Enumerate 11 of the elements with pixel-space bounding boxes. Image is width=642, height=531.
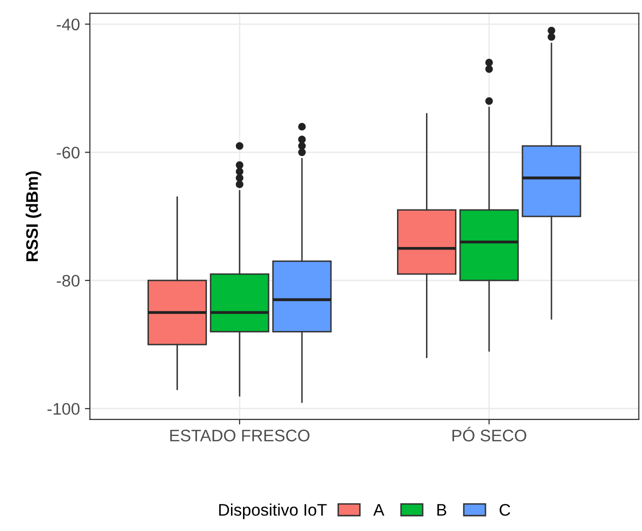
y-tick-label: -40 (56, 18, 80, 30)
y-tick-label: -100 (48, 403, 80, 415)
y-tick-label: -60 (56, 146, 80, 159)
legend-label: C (500, 504, 510, 516)
y-tick-label: -80 (56, 274, 80, 287)
legend-label: B (437, 504, 446, 516)
x-tick-label: PÓ SECO (452, 426, 526, 442)
y-axis-title: RSSI (dBm) (26, 171, 42, 262)
legend-label: A (373, 504, 384, 516)
x-tick-label: ESTADO FRESCO (170, 430, 310, 442)
legend-title: Dispositivo IoT (219, 504, 327, 520)
